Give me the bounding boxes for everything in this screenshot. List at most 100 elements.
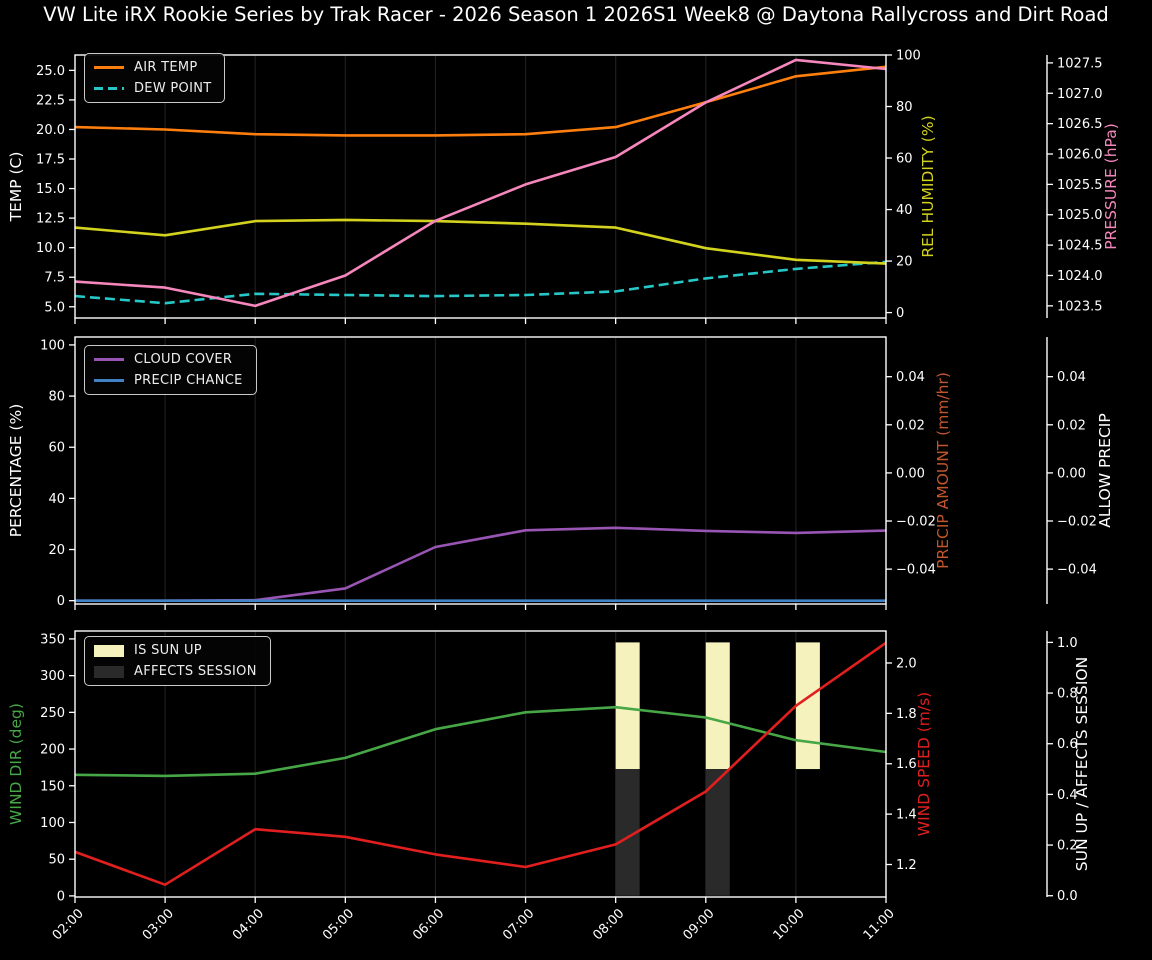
x-tick-label: 10:00 (771, 906, 808, 943)
tick-label: 1.2 (896, 858, 917, 873)
plot-border (74, 336, 887, 605)
bar-is-sun-up (705, 642, 730, 770)
tick-label: 60 (896, 152, 913, 167)
tick-label: 0.4 (1057, 788, 1078, 803)
axis-title-rel-humidity-: REL HUMIDITY (%) (919, 115, 937, 257)
tick-label: 1026.5 (1057, 117, 1103, 132)
tick-label: 15.0 (36, 182, 65, 197)
legend-item-cloud-cover: CLOUD COVER (94, 353, 243, 366)
x-tick-label: 07:00 (500, 906, 537, 943)
tick-label: 5.0 (44, 300, 65, 315)
tick-label: 0 (896, 306, 904, 321)
tick-label: 0.02 (1057, 418, 1086, 433)
line-pressure (74, 58, 887, 308)
axis-title-sun-up-affects-session: SUN UP / AFFECTS SESSION (1073, 657, 1091, 871)
tick-label: 1025.0 (1057, 208, 1103, 223)
legend-item-affects-session: AFFECTS SESSION (94, 665, 257, 678)
x-tick-label: 04:00 (230, 906, 267, 943)
tick-label: 0.6 (1057, 737, 1078, 752)
tick-label: −0.02 (1057, 515, 1097, 530)
axis-title-wind-speed-m-s-: WIND SPEED (m/s) (915, 692, 933, 836)
tick-label: 1027.0 (1057, 87, 1103, 102)
tick-label: 100 (40, 338, 65, 353)
legend-item-precip-chance: PRECIP CHANCE (94, 374, 243, 387)
tick-label: 300 (40, 669, 65, 684)
tick-label: 100 (40, 816, 65, 831)
axis-title-percentage-: PERCENTAGE (%) (7, 404, 25, 538)
tick-label: 1026.0 (1057, 148, 1103, 163)
legend-wind: IS SUN UP AFFECTS SESSION (84, 636, 271, 686)
bar-is-sun-up (795, 642, 820, 770)
tick-label: 0.2 (1057, 839, 1078, 854)
legend-item-dew-point: DEW POINT (94, 82, 211, 95)
axis-title-temp-c-: TEMP (C) (7, 152, 25, 223)
tick-label: 40 (48, 492, 65, 507)
tick-label: 0.02 (896, 418, 925, 433)
precip-chance-line-swatch (94, 378, 124, 383)
tick-label: 1024.5 (1057, 239, 1103, 254)
axis-title-precip-amount-mm-hr-: PRECIP AMOUNT (mm/hr) (934, 372, 952, 569)
tick-label: 150 (40, 779, 65, 794)
line-wind-dir (74, 705, 887, 778)
panel-wind: 0 50 100 150 200 250 300 350 1.2 1.4 1.6 1.8 2.0 0.0 0… (7, 630, 1091, 904)
line-cloud-cover (75, 526, 887, 603)
x-tick-label: 09:00 (681, 906, 718, 943)
tick-label: 350 (40, 632, 65, 647)
tick-label: 7.5 (44, 271, 65, 286)
cloud-cover-line-swatch (94, 357, 124, 362)
x-tick-label: 06:00 (410, 906, 447, 943)
tick-label: 1027.5 (1057, 56, 1103, 71)
tick-label: 20.0 (36, 123, 65, 138)
tick-label: −0.02 (896, 515, 936, 530)
x-axis-labels: 02:00 03:00 04:00 05:00 06:00 07:00 08:00 09:00… (50, 906, 898, 943)
tick-label: 200 (40, 743, 65, 758)
tick-label: −0.04 (896, 563, 936, 578)
x-tick-label: 03:00 (140, 906, 177, 943)
tick-label: −0.04 (1057, 563, 1097, 578)
tick-label: 40 (896, 203, 913, 218)
tick-label: 1.8 (896, 707, 917, 722)
tick-label: 12.5 (36, 212, 65, 227)
tick-label: 0.04 (896, 370, 925, 385)
tick-label: 25.0 (36, 64, 65, 79)
legend-label-precip-chance: PRECIP CHANCE (134, 373, 243, 388)
legend-label-dew-point: DEW POINT (134, 81, 212, 96)
tick-label: 0.0 (1057, 889, 1078, 904)
dew-point-line-swatch (94, 86, 124, 91)
tick-label: 250 (40, 706, 65, 721)
tick-label: 80 (48, 390, 65, 405)
tick-label: 1.0 (1057, 636, 1078, 651)
legend-item-is-sun-up: IS SUN UP (94, 644, 257, 657)
tick-label: 1.6 (896, 757, 917, 772)
tick-label: 17.5 (36, 153, 65, 168)
line-rel-humidity (74, 218, 887, 265)
x-tick-label: 05:00 (320, 906, 357, 943)
legend-label-affects-session: AFFECTS SESSION (134, 664, 257, 679)
axis-title-wind-dir-deg-: WIND DIR (deg) (7, 703, 25, 825)
tick-label: 2.0 (896, 656, 917, 671)
plot-border (74, 54, 887, 319)
line-dew-point (74, 260, 887, 305)
legend-item-air-temp: AIR TEMP (94, 61, 211, 74)
axis-title-allow-precip: ALLOW PRECIP (1096, 413, 1114, 527)
x-tick-label: 02:00 (50, 906, 87, 943)
tick-label: 0.8 (1057, 687, 1078, 702)
tick-label: 1025.5 (1057, 178, 1103, 193)
legend-label-air-temp: AIR TEMP (134, 60, 198, 75)
tick-label: 22.5 (36, 93, 65, 108)
tick-label: 20 (48, 543, 65, 558)
x-tick-label: 11:00 (861, 906, 898, 943)
tick-label: 0.00 (896, 466, 925, 481)
axis-title-pressure-hpa-: PRESSURE (hPa) (1102, 123, 1120, 250)
panel-precipitation: 0 20 40 60 80 100 0.04 0.02 0.00 −0.02 −0.04 0.04 0.… (7, 336, 1114, 610)
tick-label: 20 (896, 255, 913, 270)
affects-session-patch-swatch (94, 665, 124, 678)
x-tick-label: 08:00 (590, 906, 627, 943)
line-wind-speed (74, 641, 887, 887)
tick-label: 1.4 (896, 808, 917, 823)
bar-affects-session (705, 769, 730, 896)
tick-label: 100 (896, 49, 921, 64)
tick-label: 0.04 (1057, 370, 1086, 385)
tick-label: 1024.0 (1057, 269, 1103, 284)
